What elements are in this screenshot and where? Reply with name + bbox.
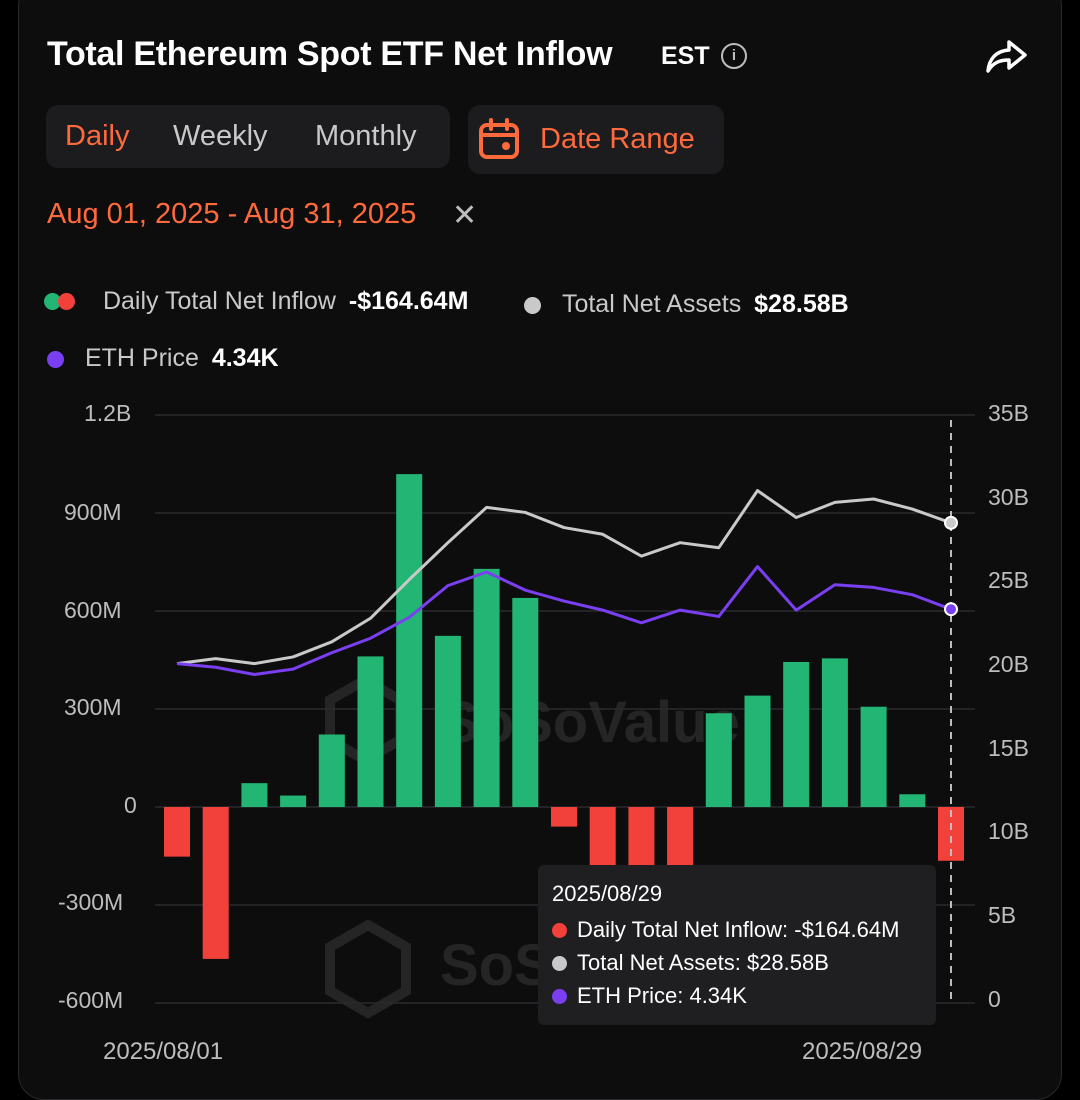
info-icon[interactable]: i (721, 43, 747, 69)
legend-inflow-label: Daily Total Net Inflow (102, 287, 336, 315)
left-tick: 300M (64, 694, 122, 720)
price-marker (944, 602, 958, 617)
legend-assets-label: Total Net Assets (561, 290, 742, 318)
legend-inflow[interactable]: Daily Total Net Inflow -$164.64M (44, 287, 468, 316)
close-icon[interactable]: ✕ (452, 199, 478, 232)
timezone-label[interactable]: EST (661, 42, 710, 70)
legend-assets[interactable]: Total Net Assets $28.58B (524, 290, 849, 319)
inflow-bar[interactable] (589, 807, 616, 872)
left-tick: 900M (64, 499, 122, 525)
tooltip-price: ETH Price: 4.34K (552, 983, 747, 1009)
inflow-bar[interactable] (357, 656, 384, 807)
inflow-bar[interactable] (551, 807, 577, 827)
inflow-bar[interactable] (396, 474, 423, 807)
tooltip-inflow-dot (552, 923, 567, 938)
left-tick: -600M (58, 987, 124, 1013)
calendar-icon (479, 118, 519, 159)
assets-line[interactable] (176, 489, 952, 666)
inflow-bar[interactable] (241, 783, 268, 807)
page-title: Total Ethereum Spot ETF Net Inflow (47, 35, 613, 73)
inflow-bar[interactable] (705, 713, 732, 807)
hover-markers (944, 515, 958, 617)
inflow-bar[interactable] (744, 695, 771, 807)
inflow-bars (164, 474, 964, 959)
x-tick-first: 2025/08/01 (103, 1038, 224, 1065)
legend-assets-value: $28.58B (754, 290, 849, 318)
tab-daily[interactable]: Daily (65, 120, 130, 152)
assets-marker (944, 515, 958, 530)
date-range-button-label: Date Range (540, 123, 695, 155)
legend-price-value: 4.34K (211, 344, 279, 372)
legend-price-label: ETH Price (84, 344, 199, 372)
inflow-bar[interactable] (628, 807, 655, 872)
legend-inflow-value: -$164.64M (348, 287, 469, 315)
price-legend-dot (47, 350, 64, 368)
inflow-bar[interactable] (860, 706, 887, 807)
inflow-bar[interactable] (164, 807, 190, 857)
tooltip-date: 2025/08/29 (552, 881, 663, 906)
series-lines (176, 489, 952, 677)
left-tick: 600M (64, 597, 122, 623)
tab-monthly[interactable]: Monthly (315, 120, 417, 152)
price-line[interactable] (176, 565, 952, 677)
left-tick: -300M (58, 889, 124, 915)
right-tick: 25B (988, 567, 1029, 593)
right-tick: 35B (988, 400, 1029, 426)
assets-legend-dot (524, 296, 541, 314)
tooltip-assets: Total Net Assets: $28.58B (552, 950, 829, 976)
inflow-bar[interactable] (512, 597, 539, 807)
tooltip-inflow: Daily Total Net Inflow: -$164.64M (552, 917, 899, 943)
right-tick: 10B (988, 818, 1029, 844)
tab-weekly[interactable]: Weekly (173, 120, 268, 152)
tooltip-assets-dot (552, 956, 567, 971)
left-tick: 0 (124, 792, 137, 818)
legend-price[interactable]: ETH Price 4.34K (47, 344, 279, 373)
tooltip-price-text: ETH Price: 4.34K (577, 983, 747, 1008)
x-tick-last: 2025/08/29 (802, 1038, 923, 1065)
right-tick: 15B (988, 735, 1029, 761)
inflow-bar[interactable] (318, 734, 345, 807)
right-tick: 0 (988, 986, 1001, 1012)
inflow-bar[interactable] (202, 807, 229, 959)
inflow-bar[interactable] (667, 807, 694, 872)
inflow-bar[interactable] (434, 635, 461, 807)
tooltip-assets-text: Total Net Assets: $28.58B (577, 950, 829, 975)
tooltip-price-dot (552, 989, 567, 1004)
date-range-button[interactable]: Date Range (468, 105, 724, 174)
inflow-legend-icon (44, 293, 78, 311)
period-tabs: Daily Weekly Monthly (46, 105, 450, 168)
inflow-bar[interactable] (821, 658, 848, 807)
selected-date-range: Aug 01, 2025 - Aug 31, 2025 (47, 198, 417, 230)
tooltip: 2025/08/29 Daily Total Net Inflow: -$164… (538, 865, 936, 1025)
right-tick: 30B (988, 484, 1029, 510)
inflow-bar[interactable] (280, 795, 307, 807)
share-icon[interactable] (985, 36, 1029, 76)
tooltip-inflow-text: Daily Total Net Inflow: -$164.64M (577, 917, 900, 942)
right-tick: 20B (988, 651, 1029, 677)
inflow-bar[interactable] (783, 661, 810, 807)
inflow-bar[interactable] (899, 794, 926, 807)
right-tick: 5B (988, 902, 1017, 928)
inflow-bar[interactable] (473, 568, 500, 807)
left-tick: 1.2B (84, 400, 132, 426)
